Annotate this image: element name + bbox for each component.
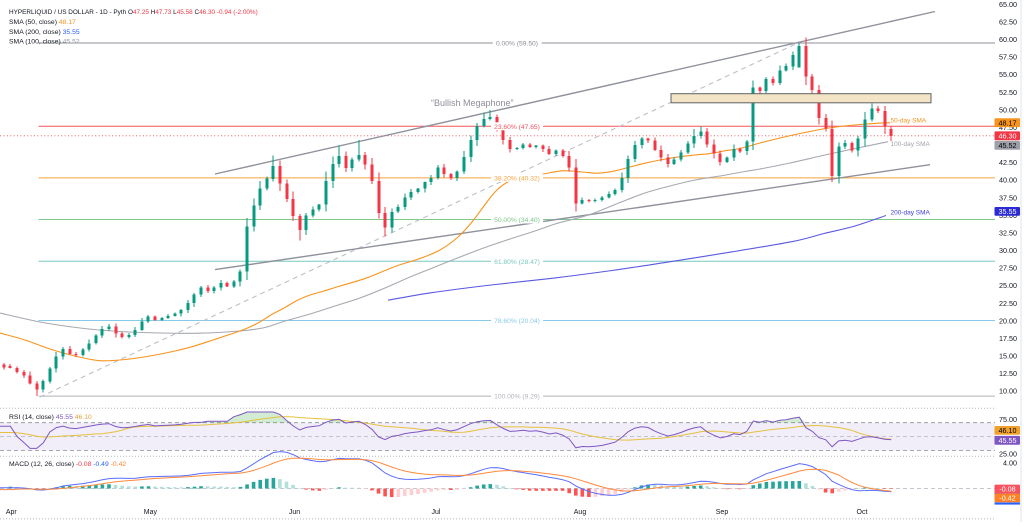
svg-text:17.50: 17.50 [999, 334, 1017, 343]
svg-text:12.50: 12.50 [999, 369, 1017, 378]
svg-text:45.55: 45.55 [999, 436, 1017, 445]
svg-text:57.50: 57.50 [999, 53, 1017, 62]
svg-text:38.20% (40.32): 38.20% (40.32) [494, 176, 540, 183]
svg-text:25.00: 25.00 [999, 281, 1017, 290]
svg-text:27.50: 27.50 [999, 264, 1017, 273]
svg-text:Oct: Oct [857, 509, 868, 516]
svg-text:-0.42: -0.42 [999, 494, 1015, 503]
svg-text:Aug: Aug [574, 509, 587, 516]
svg-text:37.50: 37.50 [999, 193, 1017, 202]
svg-text:46.10: 46.10 [999, 426, 1017, 435]
svg-text:22.50: 22.50 [999, 299, 1017, 308]
svg-text:45.52: 45.52 [999, 141, 1017, 150]
svg-text:May: May [144, 509, 158, 516]
svg-text:30.00: 30.00 [999, 246, 1017, 255]
svg-text:10.00: 10.00 [999, 387, 1017, 396]
svg-text:50-day SMA: 50-day SMA [891, 118, 927, 125]
svg-text:46.30: 46.30 [999, 131, 1017, 140]
svg-text:40.00: 40.00 [999, 176, 1017, 185]
svg-text:50.00: 50.00 [999, 105, 1017, 114]
svg-text:20.00: 20.00 [999, 316, 1017, 325]
svg-text:48.17: 48.17 [999, 118, 1017, 127]
svg-text:32.50: 32.50 [999, 229, 1017, 238]
svg-text:Apr: Apr [6, 509, 18, 516]
svg-text:RSI (14, close) 45.55 46.10: RSI (14, close) 45.55 46.10 [9, 414, 92, 421]
svg-text:“Bullish Megaphone”: “Bullish Megaphone” [431, 98, 514, 108]
svg-text:Jun: Jun [289, 509, 300, 516]
svg-text:42.50: 42.50 [999, 158, 1017, 167]
svg-text:-0.08: -0.08 [999, 485, 1015, 494]
svg-text:4.00: 4.00 [1003, 458, 1017, 467]
svg-text:HYPERLIQUID / US DOLLAR - 1D -: HYPERLIQUID / US DOLLAR - 1D - Pyth O47.… [9, 9, 258, 16]
svg-text:100-day SMA: 100-day SMA [891, 141, 931, 148]
svg-text:100.00% (9.29): 100.00% (9.29) [494, 394, 540, 401]
svg-text:23.60% (47.65): 23.60% (47.65) [494, 124, 540, 131]
svg-text:61.80% (28.47): 61.80% (28.47) [494, 259, 540, 266]
svg-text:78.60% (20.04): 78.60% (20.04) [494, 318, 540, 325]
svg-text:62.50: 62.50 [999, 18, 1017, 27]
svg-text:65.00: 65.00 [999, 0, 1017, 9]
svg-text:SMA (50, close) 48.17: SMA (50, close) 48.17 [9, 19, 76, 26]
svg-text:50.00% (34.40): 50.00% (34.40) [494, 217, 540, 224]
svg-text:15.00: 15.00 [999, 352, 1017, 361]
svg-text:55.00: 55.00 [999, 70, 1017, 79]
svg-text:75.00: 75.00 [999, 415, 1017, 424]
svg-text:Sep: Sep [716, 509, 729, 516]
svg-text:200-day SMA: 200-day SMA [891, 210, 931, 217]
svg-text:Jul: Jul [432, 509, 441, 516]
svg-text:SMA (200, close) 35.55: SMA (200, close) 35.55 [9, 29, 80, 36]
svg-text:SMA (100, close) 45.52: SMA (100, close) 45.52 [9, 39, 80, 46]
svg-text:52.50: 52.50 [999, 88, 1017, 97]
svg-text:35.55: 35.55 [999, 207, 1017, 216]
svg-text:60.00: 60.00 [999, 35, 1017, 44]
svg-text:0.00% (59.50): 0.00% (59.50) [496, 41, 538, 48]
svg-text:25.00: 25.00 [999, 450, 1017, 459]
svg-text:47.50: 47.50 [999, 123, 1017, 132]
svg-text:MACD (12, 26, close) -0.08 -0.: MACD (12, 26, close) -0.08 -0.49 -0.42 [9, 461, 126, 468]
